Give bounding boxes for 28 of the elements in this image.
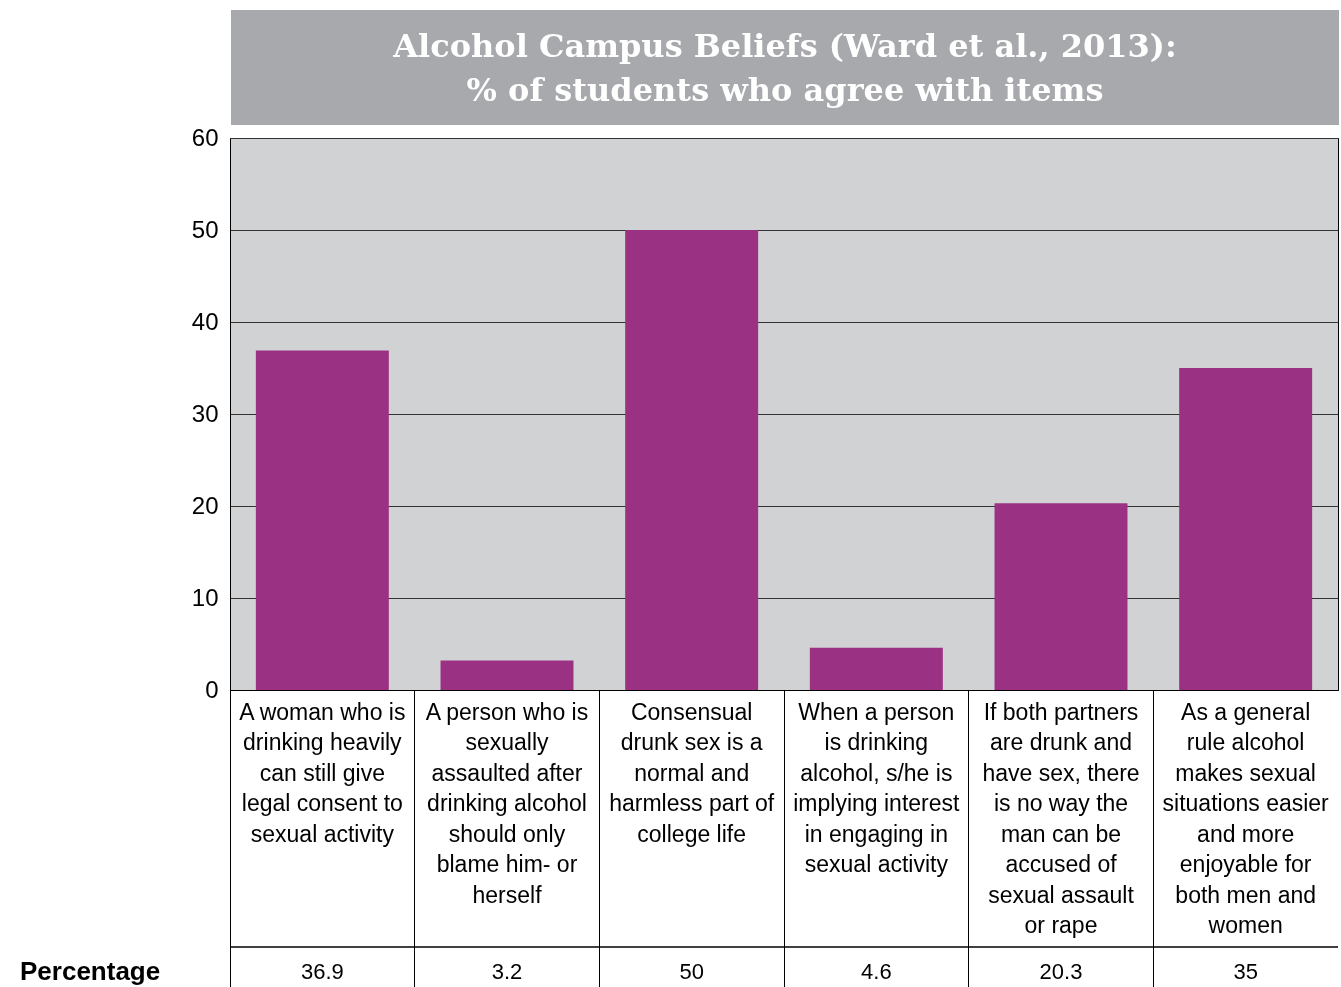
x-tick-label: Consensual drunk sex is a normal and harmless part of college life <box>609 698 775 847</box>
data-label: 50 <box>679 959 704 984</box>
bar <box>809 647 943 690</box>
x-tick-label: A person who is sexually assaulted after drinking alcohol should only blame him- or herself <box>425 698 589 908</box>
y-tick-label: 50 <box>191 215 219 243</box>
x-tick-label: If both partners are drunk and have sex, there is no way the man can be accused of sexual assault or rape <box>982 698 1140 938</box>
text: Percentage <box>20 956 161 986</box>
data-label: 4.6 <box>861 959 892 984</box>
data-label: 36.9 <box>300 959 344 984</box>
bar <box>625 230 759 690</box>
data-label: 35 <box>1233 959 1258 984</box>
y-tick-label: 60 <box>191 123 219 151</box>
chart-title: Alcohol Campus Beliefs (Ward et al., 2013): <box>392 26 1178 67</box>
x-tick-label: When a person is drinking alcohol, s/he is implying interest in engaging in sexual activity <box>793 698 961 877</box>
x-tick-label: A woman who is drinking heavily can still give legal consent to sexual activity <box>239 698 406 847</box>
y-tick-label: 0 <box>205 675 219 703</box>
y-tick-label: 20 <box>191 491 219 519</box>
data-label: 20.3 <box>1039 959 1083 984</box>
bar <box>1179 368 1313 690</box>
y-tick-label: 30 <box>191 399 219 427</box>
chart-subtitle: % of students who agree with items <box>465 70 1105 111</box>
bar <box>440 660 574 690</box>
bar <box>994 503 1128 690</box>
x-tick-label: As a general rule alcohol makes sexual situations easier and more enjoyable for both men and women <box>1162 698 1330 938</box>
y-tick-label: 10 <box>191 583 219 611</box>
bar <box>255 350 389 690</box>
data-label: 3.2 <box>491 959 523 984</box>
y-tick-label: 40 <box>191 307 219 335</box>
